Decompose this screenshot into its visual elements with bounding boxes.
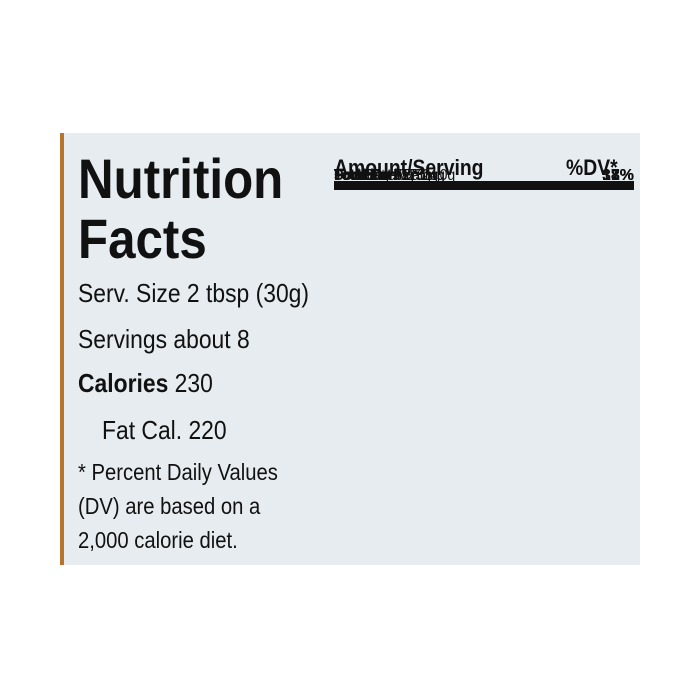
title: Nutrition Facts: [78, 147, 284, 270]
nutrient-name: Total Carb.: [334, 167, 407, 184]
calories-label: Calories: [78, 368, 169, 398]
nutrient-table: Amount/Serving %DV* Total Fat 25g 38% Sat. …: [334, 153, 634, 190]
servings: Servings about 8: [78, 324, 250, 354]
nutrient-name: Protein: [334, 167, 383, 184]
nutrient-name: Sugars: [364, 167, 409, 184]
nutrient-dv: 38%: [601, 167, 634, 184]
amount-header: Amount/Serving: [334, 155, 484, 180]
footnote: * Percent Daily Values (DV) are based on…: [78, 459, 278, 553]
fat-calories: Fat Cal. 220: [102, 415, 227, 445]
nutrient-amount: 25g: [407, 167, 431, 184]
nutrient-name: Total Fat: [334, 167, 392, 184]
calories: Calories 230: [78, 368, 213, 399]
nutrient-line: Total Carb. 2g: [334, 167, 438, 185]
nutrition-label: Nutrition Facts Serv. Size 2 tbsp (30g) …: [60, 133, 640, 565]
nutrient-dv: 7%: [610, 167, 634, 184]
nutrient-line: Sugars 1g: [364, 167, 440, 185]
nutrient-name: Trans Fat: [364, 167, 424, 184]
nutrient-dv: 1%: [610, 167, 634, 184]
nutrient-amount: 170mg: [401, 167, 445, 184]
nutrient-line: Protein 0g: [334, 167, 414, 185]
nutrient-line: Sodium 170mg: [334, 167, 445, 185]
nutrient-name: Sodium: [334, 167, 386, 184]
nutrient-amount: 1g: [424, 167, 441, 184]
nutrient-name: Sat. Fat: [364, 167, 414, 184]
nutrient-amount: 0g: [398, 167, 415, 184]
nutrient-amount: 4g: [429, 167, 445, 184]
serving-size: Serv. Size 2 tbsp (30g): [78, 278, 310, 308]
nutrient-line: Sat. Fat 4g: [364, 167, 445, 185]
calories-value: 230: [174, 368, 213, 398]
nutrient-amount: 0g: [439, 167, 456, 184]
nutrient-line: Total Fat 25g: [334, 167, 431, 185]
nutrient-dv: 18%: [601, 167, 634, 184]
nutrient-line: Trans Fat 0g: [364, 167, 455, 185]
thick-rule: [334, 181, 634, 190]
nutrient-amount: 2g: [422, 167, 438, 184]
dv-header: %DV*: [566, 155, 618, 180]
